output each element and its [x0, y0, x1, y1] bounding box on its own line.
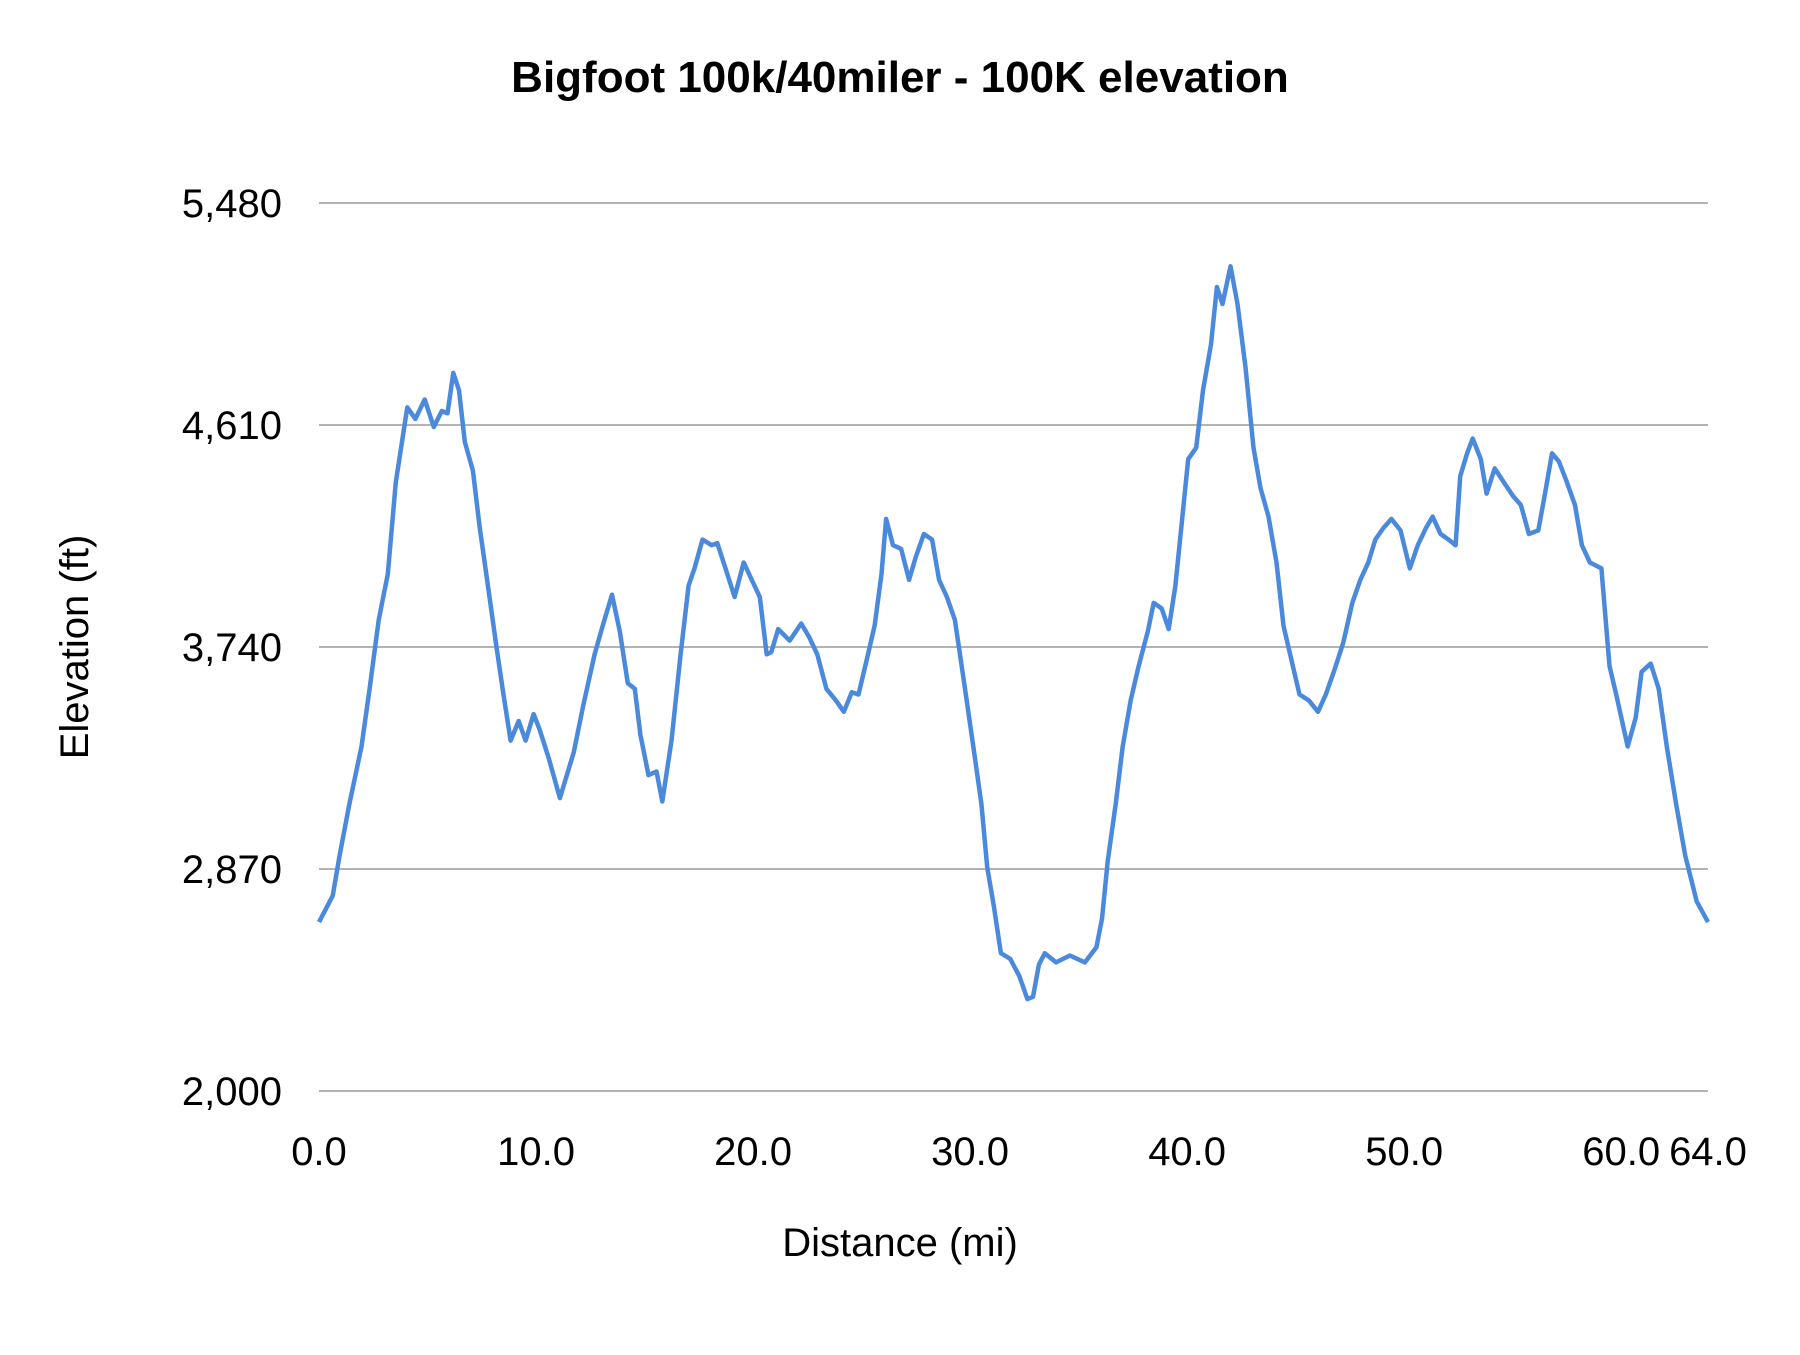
- x-tick-label: 40.0: [1148, 1130, 1226, 1174]
- x-tick-label: 50.0: [1365, 1130, 1443, 1174]
- y-tick-label: 4,610: [182, 404, 282, 448]
- x-tick-label: 64.0: [1669, 1130, 1747, 1174]
- x-tick-label: 30.0: [931, 1130, 1009, 1174]
- x-tick-label: 20.0: [714, 1130, 792, 1174]
- y-axis-label: Elevation (ft): [53, 535, 97, 760]
- chart-title: Bigfoot 100k/40miler - 100K elevation: [511, 53, 1289, 102]
- x-tick-label: 10.0: [497, 1130, 575, 1174]
- elevation-series-line: [317, 264, 1710, 1002]
- y-tick-label: 2,870: [182, 848, 282, 892]
- x-tick-label: 0.0: [291, 1130, 347, 1174]
- x-axis-label: Distance (mi): [782, 1221, 1018, 1265]
- x-tick-label: 60.0: [1582, 1130, 1660, 1174]
- x-tick-labels: 0.0 10.0 20.0 30.0 40.0 50.0 60.0 64.0: [291, 1130, 1747, 1174]
- y-tick-label: 3,740: [182, 626, 282, 670]
- y-tick-label: 5,480: [182, 182, 282, 226]
- y-tick-label: 2,000: [182, 1070, 282, 1114]
- gridlines: [319, 202, 1708, 1092]
- y-tick-labels: 2,000 2,870 3,740 4,610 5,480: [182, 182, 282, 1114]
